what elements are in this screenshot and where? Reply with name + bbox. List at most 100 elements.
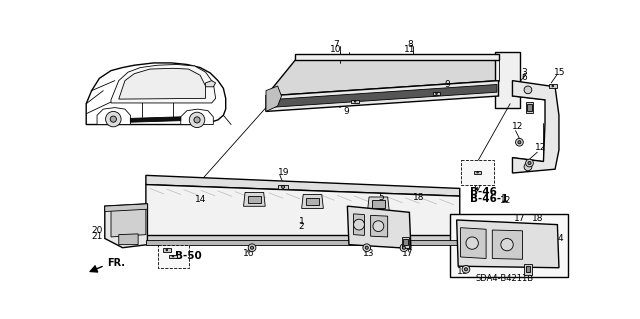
Polygon shape — [244, 192, 265, 206]
Text: 9: 9 — [444, 80, 450, 89]
Polygon shape — [105, 204, 147, 211]
Polygon shape — [371, 215, 388, 237]
Text: 6: 6 — [522, 73, 527, 82]
Text: 13: 13 — [363, 249, 374, 258]
Polygon shape — [146, 175, 460, 196]
Circle shape — [552, 85, 554, 87]
Text: 12: 12 — [535, 143, 547, 152]
Text: B-46: B-46 — [470, 187, 497, 197]
Circle shape — [465, 268, 467, 271]
Polygon shape — [296, 54, 499, 60]
Polygon shape — [402, 237, 410, 248]
Circle shape — [400, 244, 408, 252]
Circle shape — [403, 246, 406, 249]
Polygon shape — [549, 85, 557, 87]
Circle shape — [524, 86, 532, 94]
Polygon shape — [524, 264, 532, 275]
Text: 16: 16 — [243, 249, 254, 258]
Text: 21: 21 — [92, 233, 103, 241]
Polygon shape — [513, 81, 559, 173]
Polygon shape — [367, 197, 389, 211]
Bar — [461, 160, 494, 185]
Text: 8: 8 — [407, 40, 413, 49]
Polygon shape — [461, 228, 486, 258]
Text: 9: 9 — [344, 107, 349, 116]
Circle shape — [516, 138, 524, 146]
Circle shape — [524, 163, 532, 171]
Polygon shape — [474, 171, 481, 174]
Polygon shape — [146, 240, 460, 245]
Circle shape — [436, 93, 437, 94]
Text: 17: 17 — [514, 214, 525, 223]
Polygon shape — [457, 220, 559, 268]
Circle shape — [106, 111, 121, 127]
Text: B-46-1: B-46-1 — [470, 194, 508, 204]
Polygon shape — [278, 185, 288, 189]
Text: 20: 20 — [92, 226, 103, 235]
Polygon shape — [180, 109, 213, 124]
Text: B-50: B-50 — [175, 251, 202, 261]
Polygon shape — [527, 105, 532, 111]
Text: 17: 17 — [402, 249, 413, 258]
Polygon shape — [495, 52, 520, 108]
Text: FR.: FR. — [107, 258, 125, 268]
Text: 12: 12 — [511, 122, 523, 131]
Bar — [451, 214, 568, 277]
Circle shape — [110, 116, 116, 122]
Bar — [157, 245, 189, 268]
Circle shape — [172, 256, 174, 257]
Text: 18: 18 — [532, 214, 543, 223]
Polygon shape — [351, 100, 359, 103]
Polygon shape — [146, 235, 460, 242]
Polygon shape — [301, 195, 323, 208]
Text: 14: 14 — [195, 196, 206, 204]
Text: 12: 12 — [500, 196, 511, 205]
Circle shape — [501, 239, 513, 251]
Text: 10: 10 — [330, 45, 342, 54]
Circle shape — [528, 161, 531, 165]
Text: 19: 19 — [278, 168, 289, 177]
Polygon shape — [97, 108, 131, 124]
Polygon shape — [403, 239, 408, 245]
Circle shape — [363, 244, 371, 252]
Circle shape — [248, 244, 256, 252]
Polygon shape — [119, 234, 138, 245]
Polygon shape — [111, 64, 216, 103]
Circle shape — [365, 246, 368, 249]
Circle shape — [353, 219, 364, 230]
Circle shape — [189, 112, 205, 128]
Polygon shape — [119, 68, 205, 99]
Polygon shape — [248, 196, 260, 203]
Text: 5: 5 — [378, 193, 384, 202]
Text: 15: 15 — [554, 68, 566, 77]
Circle shape — [466, 237, 478, 249]
Text: 7: 7 — [333, 40, 339, 49]
Polygon shape — [86, 63, 226, 124]
Polygon shape — [163, 249, 171, 252]
Polygon shape — [105, 204, 147, 248]
Polygon shape — [131, 117, 180, 122]
Polygon shape — [268, 85, 497, 108]
Circle shape — [250, 246, 253, 249]
Polygon shape — [266, 86, 282, 111]
Polygon shape — [492, 230, 522, 259]
Polygon shape — [266, 60, 499, 96]
Polygon shape — [169, 255, 177, 258]
Text: 13: 13 — [457, 267, 468, 276]
Polygon shape — [433, 92, 440, 95]
Circle shape — [477, 172, 478, 173]
Text: 3: 3 — [522, 68, 527, 77]
Circle shape — [518, 141, 521, 144]
Text: 11: 11 — [404, 45, 416, 54]
Circle shape — [355, 101, 356, 102]
Circle shape — [194, 117, 200, 123]
Text: 18: 18 — [413, 193, 425, 202]
Circle shape — [373, 221, 384, 232]
Polygon shape — [307, 198, 319, 205]
Circle shape — [166, 249, 168, 251]
Polygon shape — [111, 207, 146, 237]
Polygon shape — [205, 81, 216, 87]
Circle shape — [525, 159, 533, 167]
Polygon shape — [146, 185, 460, 237]
Text: 2: 2 — [298, 222, 304, 231]
